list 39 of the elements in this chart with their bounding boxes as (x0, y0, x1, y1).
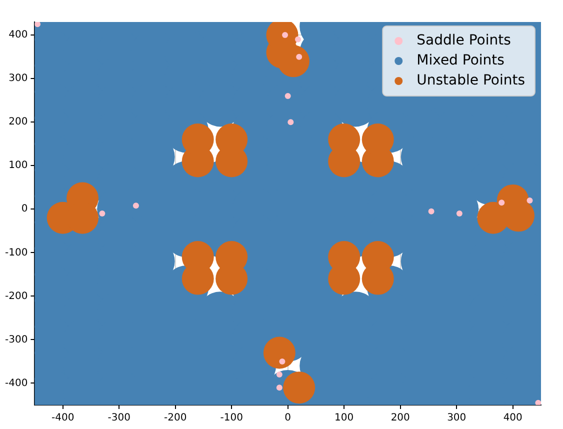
legend-label: Saddle Points (416, 32, 511, 49)
x-tick-label: 300 (447, 412, 466, 424)
point (279, 358, 286, 364)
y-tick-label: 300 (8, 73, 28, 84)
point (276, 384, 282, 391)
point (456, 210, 462, 216)
point (276, 372, 282, 378)
x-tick-label: -200 (164, 412, 187, 424)
point (284, 92, 291, 99)
legend-label: Mixed Points (416, 52, 504, 69)
y-tick-label: -100 (4, 247, 28, 258)
legend-label: Unstable Points (416, 72, 526, 89)
y-tick-label: -300 (4, 334, 28, 346)
point (99, 210, 106, 216)
point (283, 372, 316, 404)
y-tick-label: 100 (8, 160, 28, 172)
x-tick-label: -100 (220, 412, 243, 424)
point (288, 119, 294, 126)
y-tick-label: 400 (8, 30, 28, 41)
x-tick-label: 0 (284, 412, 292, 424)
x-tick-label: -300 (108, 412, 130, 424)
point (498, 200, 505, 206)
y-tick-label: 200 (8, 116, 28, 128)
point (296, 54, 302, 60)
y-tick-label: 0 (21, 204, 28, 215)
x-tick-label: -400 (51, 412, 74, 424)
x-tick-label: 100 (334, 412, 354, 424)
point (526, 197, 533, 204)
x-tick-label: 200 (390, 412, 410, 424)
y-tick-label: -400 (4, 378, 28, 389)
y-tick-label: -200 (4, 290, 28, 302)
point (428, 208, 434, 214)
x-tick-label: 400 (503, 412, 522, 424)
point (263, 336, 296, 369)
point (132, 202, 139, 209)
point (535, 400, 541, 405)
point (34, 22, 41, 28)
point (294, 36, 301, 42)
point (282, 32, 288, 38)
